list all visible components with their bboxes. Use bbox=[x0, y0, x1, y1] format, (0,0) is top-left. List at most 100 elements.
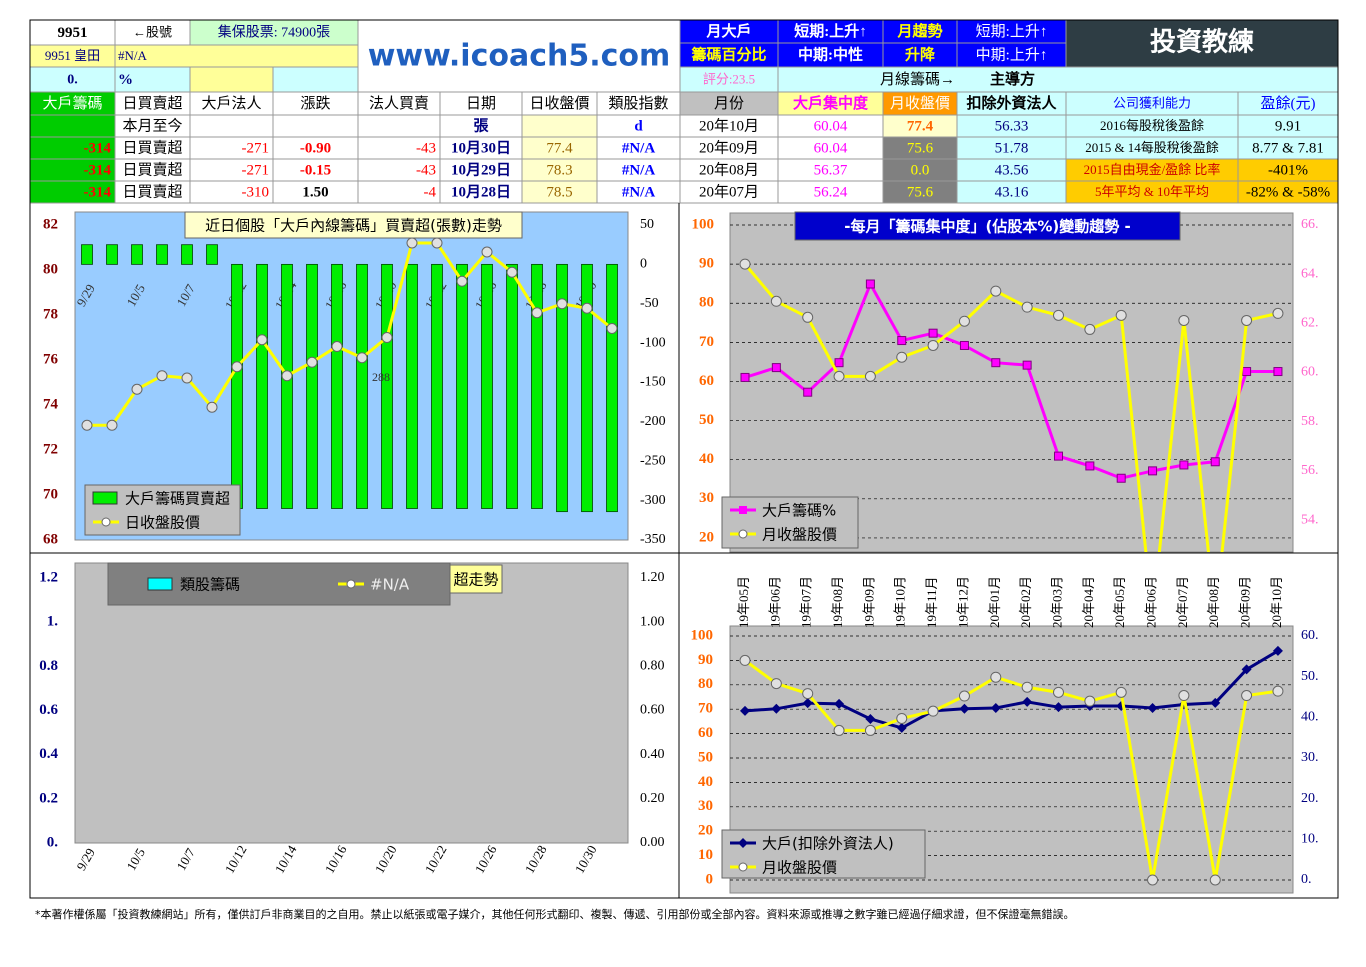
header-cell bbox=[29, 19, 116, 46]
marker bbox=[959, 340, 969, 350]
bar bbox=[181, 244, 193, 265]
y-tick-label: 80 bbox=[699, 295, 714, 311]
table-text: 公司獲利能力 bbox=[1113, 95, 1191, 110]
header-cell bbox=[777, 42, 884, 68]
table-text: 日買賣超 bbox=[122, 139, 182, 156]
x-tick-label: 19年12月 bbox=[955, 576, 970, 628]
table-text: 77.4 bbox=[546, 140, 573, 156]
marker bbox=[896, 722, 907, 733]
table-text: 5年平均 & 10年平均 bbox=[1095, 184, 1209, 199]
y-tick-label: 90 bbox=[699, 256, 714, 272]
table-text: 60.04 bbox=[814, 118, 848, 134]
bar bbox=[306, 263, 318, 509]
outer-border bbox=[29, 19, 1339, 899]
y2-tick-label: -50 bbox=[640, 296, 659, 311]
marker bbox=[1178, 314, 1190, 326]
table-text: 51.78 bbox=[995, 140, 1029, 156]
marker bbox=[1115, 309, 1127, 321]
legend-box bbox=[721, 829, 926, 879]
bar bbox=[156, 244, 168, 265]
marker bbox=[1053, 309, 1064, 321]
marker bbox=[581, 302, 593, 314]
table-text: 20年07月 bbox=[699, 183, 759, 200]
y2-tick-label: 50 bbox=[640, 217, 654, 232]
marker bbox=[431, 237, 443, 249]
table-text: -314 bbox=[84, 140, 112, 156]
table-cell bbox=[272, 114, 359, 138]
marker bbox=[771, 363, 781, 373]
y2-tick-label: 0. bbox=[1301, 872, 1312, 887]
marker bbox=[1084, 323, 1096, 335]
y-tick-label: 70 bbox=[699, 334, 714, 350]
header-text: 升降 bbox=[905, 45, 936, 63]
x-tick-label: 19年11月 bbox=[924, 576, 939, 628]
marker bbox=[1084, 695, 1096, 707]
table-text: 大戶法人 bbox=[201, 95, 261, 112]
header-text: 月線籌碼→ bbox=[880, 71, 955, 88]
header-text: #N/A bbox=[118, 48, 148, 63]
y-tick-label: 90 bbox=[698, 652, 713, 668]
x-tick-label: 19年06月 bbox=[767, 576, 782, 628]
table-text: -401% bbox=[1268, 162, 1308, 178]
marker bbox=[928, 328, 938, 338]
legend-label: 大戶(扣除外資法人) bbox=[762, 835, 894, 853]
marker bbox=[927, 339, 939, 351]
marker bbox=[1241, 314, 1253, 326]
y2-tick-label: 10. bbox=[1301, 832, 1319, 847]
bar bbox=[506, 263, 518, 509]
content: 9951 ←股號 集保股票: 74900張 9951 皇田 #N/A 0. % www.ico… bbox=[29, 19, 1339, 894]
bar bbox=[356, 263, 368, 509]
marker bbox=[206, 401, 218, 413]
marker bbox=[1147, 874, 1159, 886]
header-text: ←股號 bbox=[133, 24, 172, 39]
header-text: 主導方 bbox=[990, 70, 1035, 88]
marker bbox=[281, 370, 293, 382]
marker bbox=[1210, 457, 1220, 467]
x-tick-label: 20年09月 bbox=[1238, 576, 1253, 628]
legend-label: 大戶籌碼買賣超 bbox=[125, 490, 230, 508]
header-cell bbox=[29, 66, 116, 93]
table-text: 扣除外資法人 bbox=[966, 94, 1057, 112]
bar bbox=[281, 263, 293, 509]
table-text: -271 bbox=[242, 162, 270, 178]
table-cell bbox=[357, 114, 441, 138]
legend-box bbox=[721, 496, 859, 549]
table-text: 日買賣超 bbox=[122, 95, 182, 112]
marker bbox=[802, 688, 814, 700]
y-tick-label: 1.2 bbox=[39, 569, 58, 585]
legend-marker bbox=[739, 506, 747, 514]
y2-tick-label: 0.00 bbox=[640, 835, 665, 850]
y2-tick-label: 58. bbox=[1301, 414, 1319, 429]
marker bbox=[865, 713, 876, 724]
y-tick-label: 0.8 bbox=[39, 658, 58, 674]
marker bbox=[1147, 702, 1158, 713]
legend-marker bbox=[738, 529, 748, 539]
table-text: 類股指數 bbox=[608, 95, 668, 112]
y-tick-label: 1. bbox=[47, 614, 59, 630]
marker bbox=[406, 237, 418, 249]
legend-swatch bbox=[147, 577, 173, 591]
y-tick-label: 30 bbox=[698, 798, 713, 814]
table-text: 0.0 bbox=[911, 162, 930, 178]
y2-tick-label: -350 bbox=[640, 532, 666, 547]
table-text: 60.04 bbox=[814, 140, 848, 156]
legend-label: 月收盤股價 bbox=[762, 859, 837, 877]
x-tick-label: 20年04月 bbox=[1081, 576, 1096, 628]
marker bbox=[896, 712, 908, 724]
header-text: 9951 皇田 bbox=[45, 48, 100, 63]
table-text: 日收盤價 bbox=[529, 95, 589, 112]
table-text: 大戶集中度 bbox=[793, 94, 869, 112]
y-tick-label: 100 bbox=[691, 627, 714, 643]
y2-tick-label: 60. bbox=[1301, 628, 1319, 643]
y-tick-label: 60 bbox=[699, 373, 714, 389]
x-tick-label: 19年08月 bbox=[830, 576, 845, 628]
marker bbox=[959, 703, 970, 714]
table-text: 43.56 bbox=[995, 162, 1029, 178]
y-tick-label: 0. bbox=[47, 834, 59, 850]
table-text: 75.6 bbox=[907, 140, 934, 156]
marker bbox=[331, 341, 343, 352]
marker bbox=[481, 246, 493, 258]
line-series bbox=[87, 241, 613, 427]
chart-title: 超走勢 bbox=[453, 571, 498, 589]
marker bbox=[1022, 360, 1032, 370]
